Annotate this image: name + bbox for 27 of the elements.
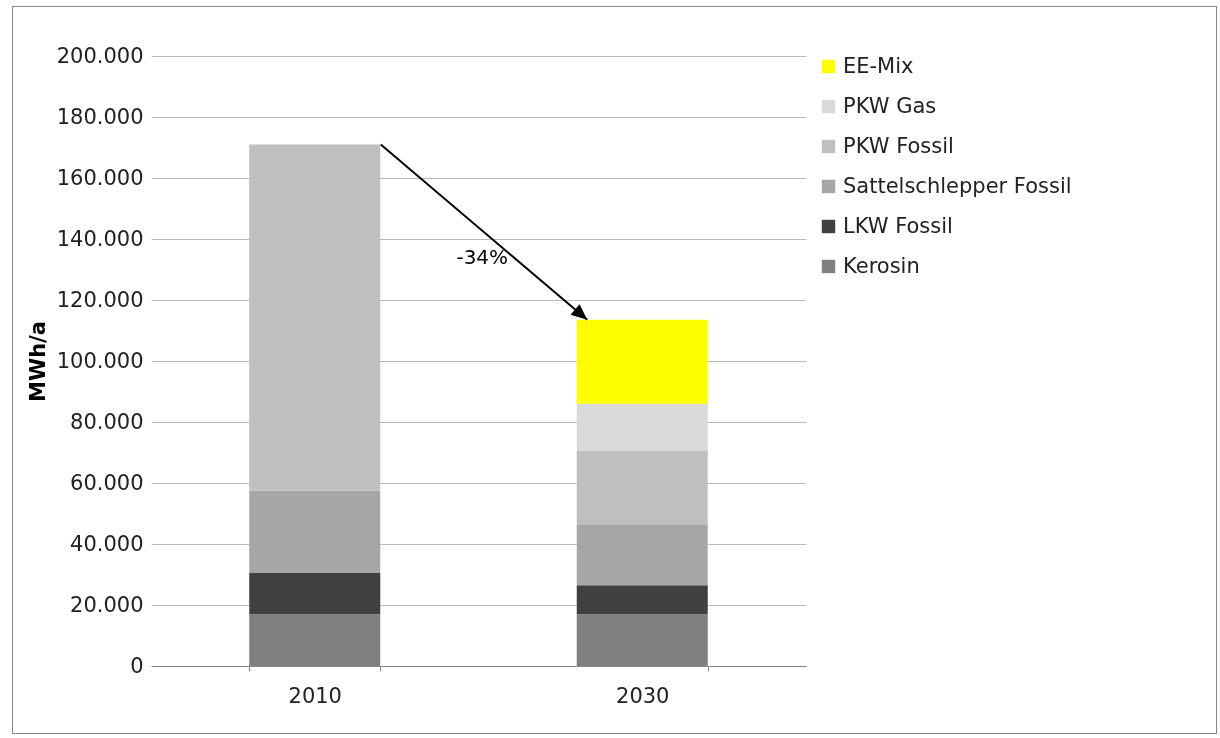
y-tick-label: 20.000: [70, 592, 144, 617]
y-axis-title: MWh/a: [25, 321, 50, 402]
legend-label: LKW Fossil: [843, 213, 953, 238]
y-tick-label: 80.000: [70, 409, 144, 434]
legend-label: EE-Mix: [843, 53, 914, 78]
legend-label: PKW Fossil: [843, 133, 954, 158]
legend-label: Kerosin: [843, 253, 920, 278]
bar: [576, 403, 708, 451]
y-tick-label: 60.000: [70, 470, 144, 495]
y-tick-label: 180.000: [56, 104, 144, 129]
y-tick-label: 200.000: [56, 43, 144, 68]
legend-label: PKW Gas: [843, 93, 937, 118]
y-tick-label: 40.000: [70, 531, 144, 556]
bar: [576, 319, 708, 404]
bar: [576, 524, 708, 586]
y-tick-label: 0: [130, 653, 144, 678]
y-tick-label: 140.000: [56, 226, 144, 251]
bar: [576, 585, 708, 615]
y-tick-label: 160.000: [56, 165, 144, 190]
legend-label: Sattelschlepper Fossil: [843, 173, 1072, 198]
y-tick-label: 120.000: [56, 287, 144, 312]
bar: [249, 572, 381, 615]
annotation: -34%: [456, 245, 509, 270]
x-tick-label: 2010: [288, 683, 342, 708]
x-tick-label: 2030: [616, 683, 670, 708]
bar: [249, 490, 381, 573]
y-tick-label: 100.000: [56, 348, 144, 373]
